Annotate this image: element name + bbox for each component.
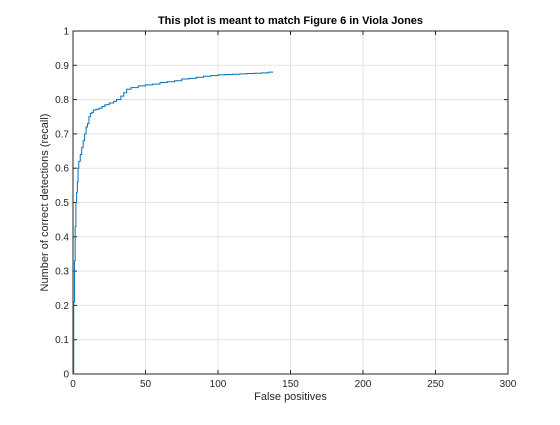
y-tick-label: 0.1 [55, 335, 69, 346]
y-tick-label: 0.4 [55, 232, 69, 243]
recall-curve [73, 71, 274, 375]
y-tick-label: 0.5 [55, 198, 69, 209]
x-tick-label: 200 [355, 379, 372, 390]
x-tick-label: 50 [140, 379, 152, 390]
y-tick-label: 0 [63, 370, 69, 381]
chart-title: This plot is meant to match Figure 6 in … [158, 15, 423, 27]
y-axis-label: Number of correct detections (recall) [39, 114, 51, 292]
x-tick-label: 100 [210, 379, 227, 390]
y-tick-label: 0.9 [55, 61, 69, 72]
y-tick-label: 1 [63, 27, 69, 38]
x-tick-label: 250 [427, 379, 444, 390]
y-tick-label: 0.8 [55, 95, 69, 106]
grid [72, 30, 509, 375]
x-tick-label: 0 [70, 379, 76, 390]
x-tick-label: 150 [282, 379, 299, 390]
y-tick-label: 0.7 [55, 129, 69, 140]
x-axis-label: False positives [254, 391, 327, 403]
y-tick-label: 0.2 [55, 301, 69, 312]
y-tick-label: 0.3 [55, 267, 69, 278]
y-tick-label: 0.6 [55, 164, 69, 175]
ticks: 0 50 100 150 200 250 300 0 0.1 0.2 0.3 0.4 0.5 0.6 0.7… [55, 27, 517, 391]
x-tick-label: 300 [500, 379, 517, 390]
